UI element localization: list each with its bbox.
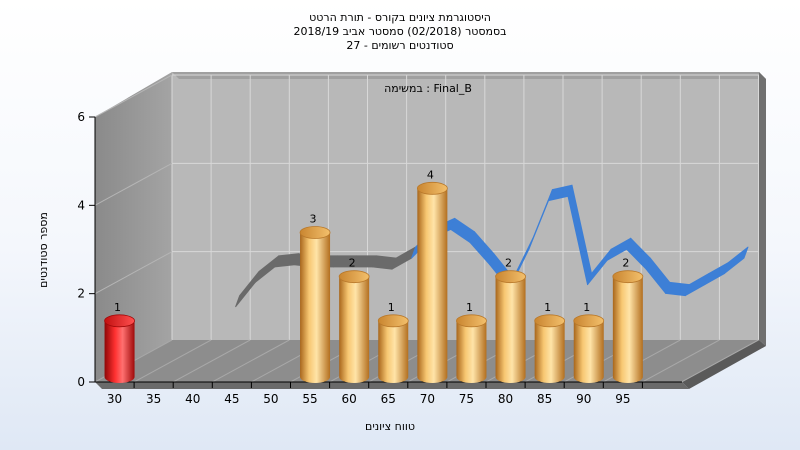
chart-title-line-3: סטודנטים רשומים - 27 — [346, 39, 453, 52]
bar-body — [339, 276, 370, 383]
bar-body — [534, 320, 565, 383]
data-label: 1 — [388, 301, 395, 314]
bar-top — [377, 314, 409, 328]
data-label: 1 — [114, 301, 121, 314]
floor-grid-line — [212, 339, 290, 383]
x-tick-label: 35 — [146, 392, 161, 406]
wall-grid-line — [94, 162, 173, 206]
bar-top — [534, 314, 566, 328]
x-tick-label: 90 — [576, 392, 591, 406]
bars — [104, 181, 644, 383]
bar-body — [456, 320, 487, 383]
bar-top — [456, 314, 487, 328]
bar-65 — [377, 314, 409, 383]
data-labels: 1 3 2 1 4 1 2 1 1 2 — [114, 168, 629, 314]
y-tick-label: 4 — [77, 198, 85, 212]
floor-grid-line — [681, 339, 759, 383]
y-tick-label: 2 — [77, 287, 85, 301]
x-tick-label: 45 — [224, 392, 239, 406]
x-tick-labels: 30 35 40 45 50 55 60 65 70 75 80 85 90 95 — [107, 382, 643, 406]
bar-body — [104, 320, 135, 383]
bar-70 — [416, 181, 448, 383]
plot-back-wall — [172, 72, 759, 340]
x-tick-label: 55 — [302, 392, 317, 406]
floor-front-edge — [95, 382, 689, 389]
data-label: 1 — [466, 301, 473, 314]
y-axis-label: מספר סטודנטים — [37, 212, 50, 288]
x-tick-label: 80 — [498, 392, 513, 406]
floor-right-edge — [682, 340, 766, 389]
bar-top — [338, 270, 370, 284]
bar-95 — [612, 270, 644, 383]
x-tick-label: 40 — [185, 392, 200, 406]
y-tick-labels: 0 2 4 6 — [77, 110, 95, 389]
wall-grid-line — [94, 251, 173, 295]
right-edge-shade — [759, 72, 766, 346]
bar-body — [300, 232, 331, 383]
data-label: 2 — [349, 257, 356, 270]
bar-30 — [104, 314, 135, 383]
x-tick-label: 50 — [263, 392, 278, 406]
data-label: 1 — [583, 301, 590, 314]
x-tick-label: 65 — [381, 392, 396, 406]
bar-60 — [338, 270, 370, 383]
data-label: 2 — [622, 257, 629, 270]
bar-body — [573, 320, 604, 383]
bar-80 — [495, 270, 526, 383]
bar-top — [495, 270, 526, 284]
bar-body — [612, 276, 643, 383]
data-label: 2 — [505, 257, 512, 270]
x-tick-label: 60 — [342, 392, 357, 406]
x-tick-label: 75 — [459, 392, 474, 406]
bar-body — [417, 188, 448, 383]
floor-grid-line — [172, 339, 251, 383]
bar-top — [104, 314, 135, 328]
x-axis-label: טווח ציונים — [365, 420, 415, 433]
bar-top — [612, 270, 644, 284]
data-label: 3 — [310, 213, 317, 226]
data-label: 1 — [544, 301, 551, 314]
bar-75 — [456, 314, 487, 383]
bar-90 — [573, 314, 605, 383]
bar-55 — [299, 226, 331, 383]
data-label: 4 — [427, 168, 434, 181]
x-tick-label: 70 — [420, 392, 435, 406]
bar-body — [378, 320, 409, 383]
side-wall — [95, 72, 172, 382]
curve-segment — [723, 246, 749, 275]
bar-body — [495, 276, 526, 383]
chart-title-line-2: בסמסטר (02/2018) סמסטר אביב 2018/19 — [293, 25, 506, 38]
assignment-annotation: במשימה : Final_B — [384, 82, 472, 95]
x-tick-label: 30 — [107, 392, 122, 406]
chart-title-line-1: היסטוגרמת ציונים בקורס - תורת הרטט — [309, 11, 491, 24]
x-tick-label: 85 — [537, 392, 552, 406]
x-tick-label: 95 — [615, 392, 630, 406]
bar-85 — [534, 314, 566, 383]
y-tick-label: 0 — [77, 375, 85, 389]
grid-lines — [94, 74, 759, 383]
y-tick-label: 6 — [77, 110, 85, 124]
bar-top — [299, 226, 331, 239]
floor-grid-line — [642, 339, 720, 383]
wall-grid-line — [94, 74, 173, 118]
bar-top — [416, 181, 448, 195]
bar-top — [573, 314, 605, 328]
floor-grid-line — [133, 339, 212, 383]
